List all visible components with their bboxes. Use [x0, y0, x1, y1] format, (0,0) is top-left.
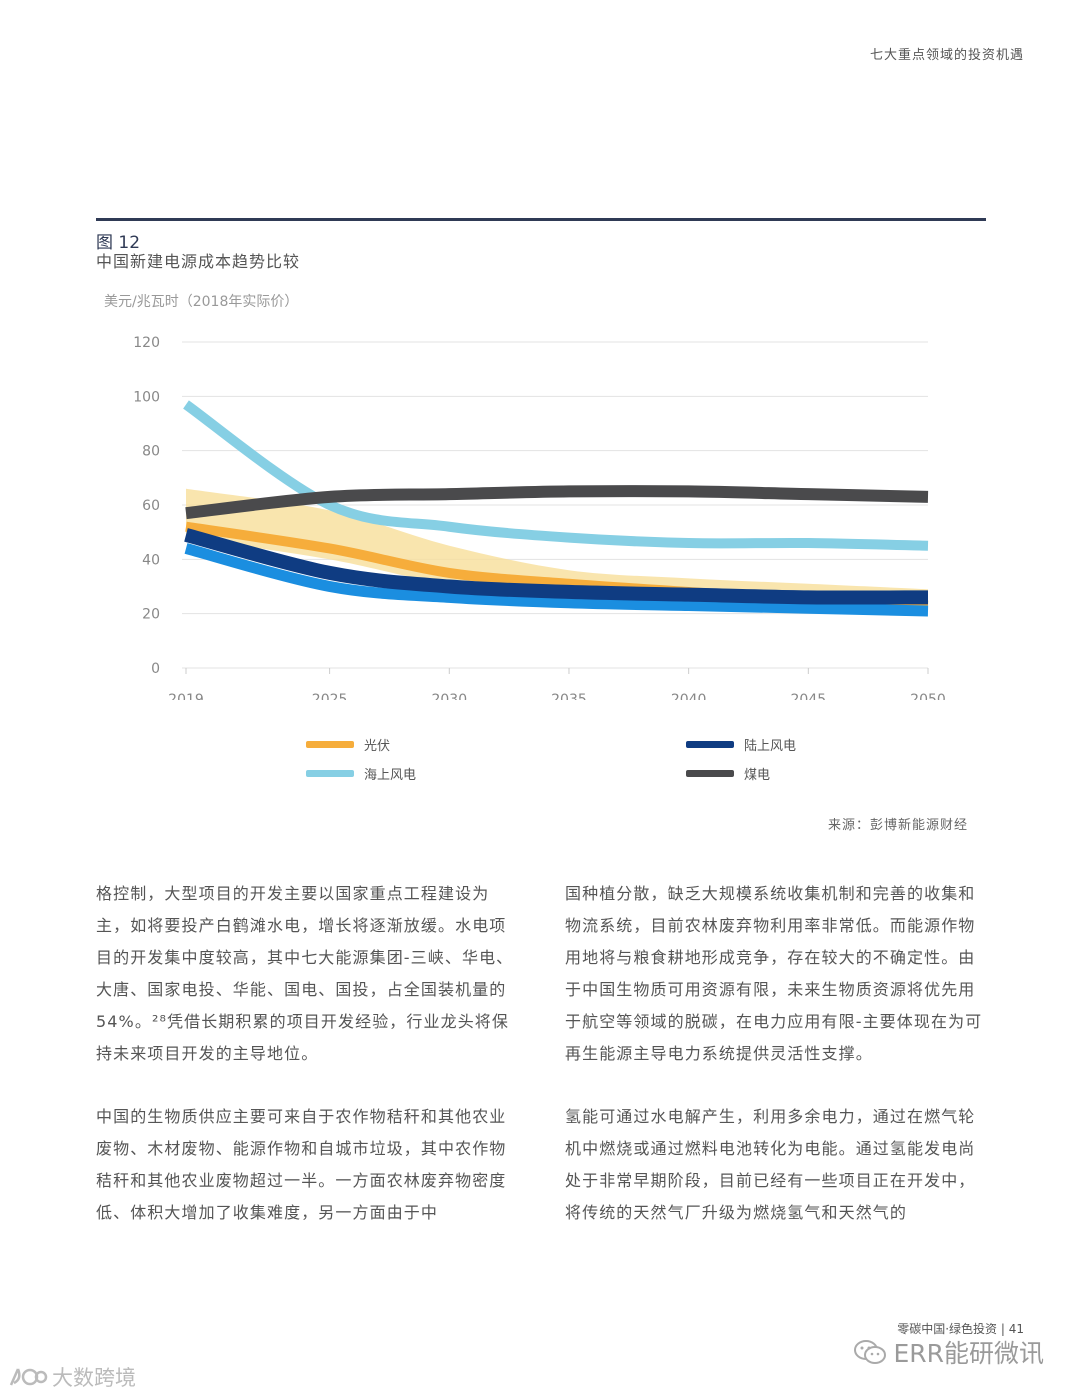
y-axis-label: 美元/兆瓦时（2018年实际价）	[104, 294, 298, 310]
wechat-icon	[854, 1340, 887, 1364]
x-tick-2045: 2045	[791, 692, 827, 700]
wechat-watermark: ERR能研微讯	[853, 1334, 1044, 1370]
legend-swatch-offshore-wind	[306, 770, 354, 777]
legend-label-solar: 光伏	[364, 739, 391, 754]
x-axis-ticks: 2019 2025 2030 2035 2040 2045 2050	[168, 668, 946, 700]
legend-label-onshore-wind: 陆上风电	[744, 739, 797, 754]
header-section-title: 七大重点领域的投资机遇	[869, 48, 1024, 63]
x-tick-2040: 2040	[671, 692, 707, 700]
body-paragraph-hydro: 格控制，大型项目的开发主要以国家重点工程建设为主，如将要投产白鹤滩水电，增长将逐…	[96, 884, 514, 1063]
left-watermark: 大数跨境	[8, 1362, 136, 1392]
body-paragraph-biomass: 中国的生物质供应主要可来自于农作物秸秆和其他农业废物、木材废物、能源作物和自城市…	[96, 1107, 507, 1222]
legend-swatch-solar	[306, 741, 354, 748]
figure-source: 来源：彭博新能源财经	[827, 818, 968, 833]
legend-item-coal: 煤电	[686, 764, 770, 783]
x-tick-2035: 2035	[551, 692, 587, 700]
x-tick-2030: 2030	[431, 692, 467, 700]
chart-grid	[182, 341, 928, 669]
x-tick-2025: 2025	[312, 692, 348, 700]
y-tick-20: 20	[142, 607, 160, 623]
y-tick-60: 60	[142, 498, 160, 514]
y-tick-120: 120	[133, 335, 160, 351]
figure-divider	[96, 218, 986, 221]
chart-series	[183, 400, 929, 617]
onshore-wind-line	[184, 528, 929, 605]
figure-title: 中国新建电源成本趋势比较	[96, 252, 301, 271]
legend-item-solar: 光伏	[306, 735, 390, 754]
y-tick-40: 40	[142, 552, 160, 568]
y-axis-ticks: 0 20 40 60 80 100 120	[133, 335, 160, 677]
coal-line	[185, 485, 929, 520]
onshore-wind-range-line	[184, 543, 929, 617]
watermark-logo-icon	[9, 1368, 48, 1386]
legend-item-onshore-wind: 陆上风电	[686, 735, 796, 754]
x-tick-2019: 2019	[168, 692, 204, 700]
legend-swatch-coal	[686, 770, 734, 777]
y-tick-80: 80	[142, 444, 160, 460]
y-tick-100: 100	[133, 389, 160, 405]
y-tick-0: 0	[151, 661, 160, 677]
legend-label-coal: 煤电	[744, 768, 771, 783]
legend-label-offshore-wind: 海上风电	[364, 768, 417, 783]
figure-number: 图 12	[96, 233, 141, 253]
legend-item-offshore-wind: 海上风电	[306, 764, 416, 783]
footer-publication: 零碳中国·绿色投资 | 41	[897, 1322, 1024, 1336]
body-paragraph-hydrogen: 氢能可通过水电解产生，利用多余电力，通过在燃气轮机中燃烧或通过燃料电池转化为电能…	[565, 1107, 976, 1222]
body-paragraph-biomass-cont: 国种植分散，缺乏大规模系统收集机制和完善的收集和物流系统，目前农林废弃物利用率非…	[565, 884, 983, 1063]
legend-swatch-onshore-wind	[686, 741, 734, 748]
wechat-account-name: ERR能研微讯	[893, 1339, 1044, 1368]
watermark-text: 大数跨境	[52, 1366, 136, 1390]
x-tick-2050: 2050	[910, 692, 946, 700]
